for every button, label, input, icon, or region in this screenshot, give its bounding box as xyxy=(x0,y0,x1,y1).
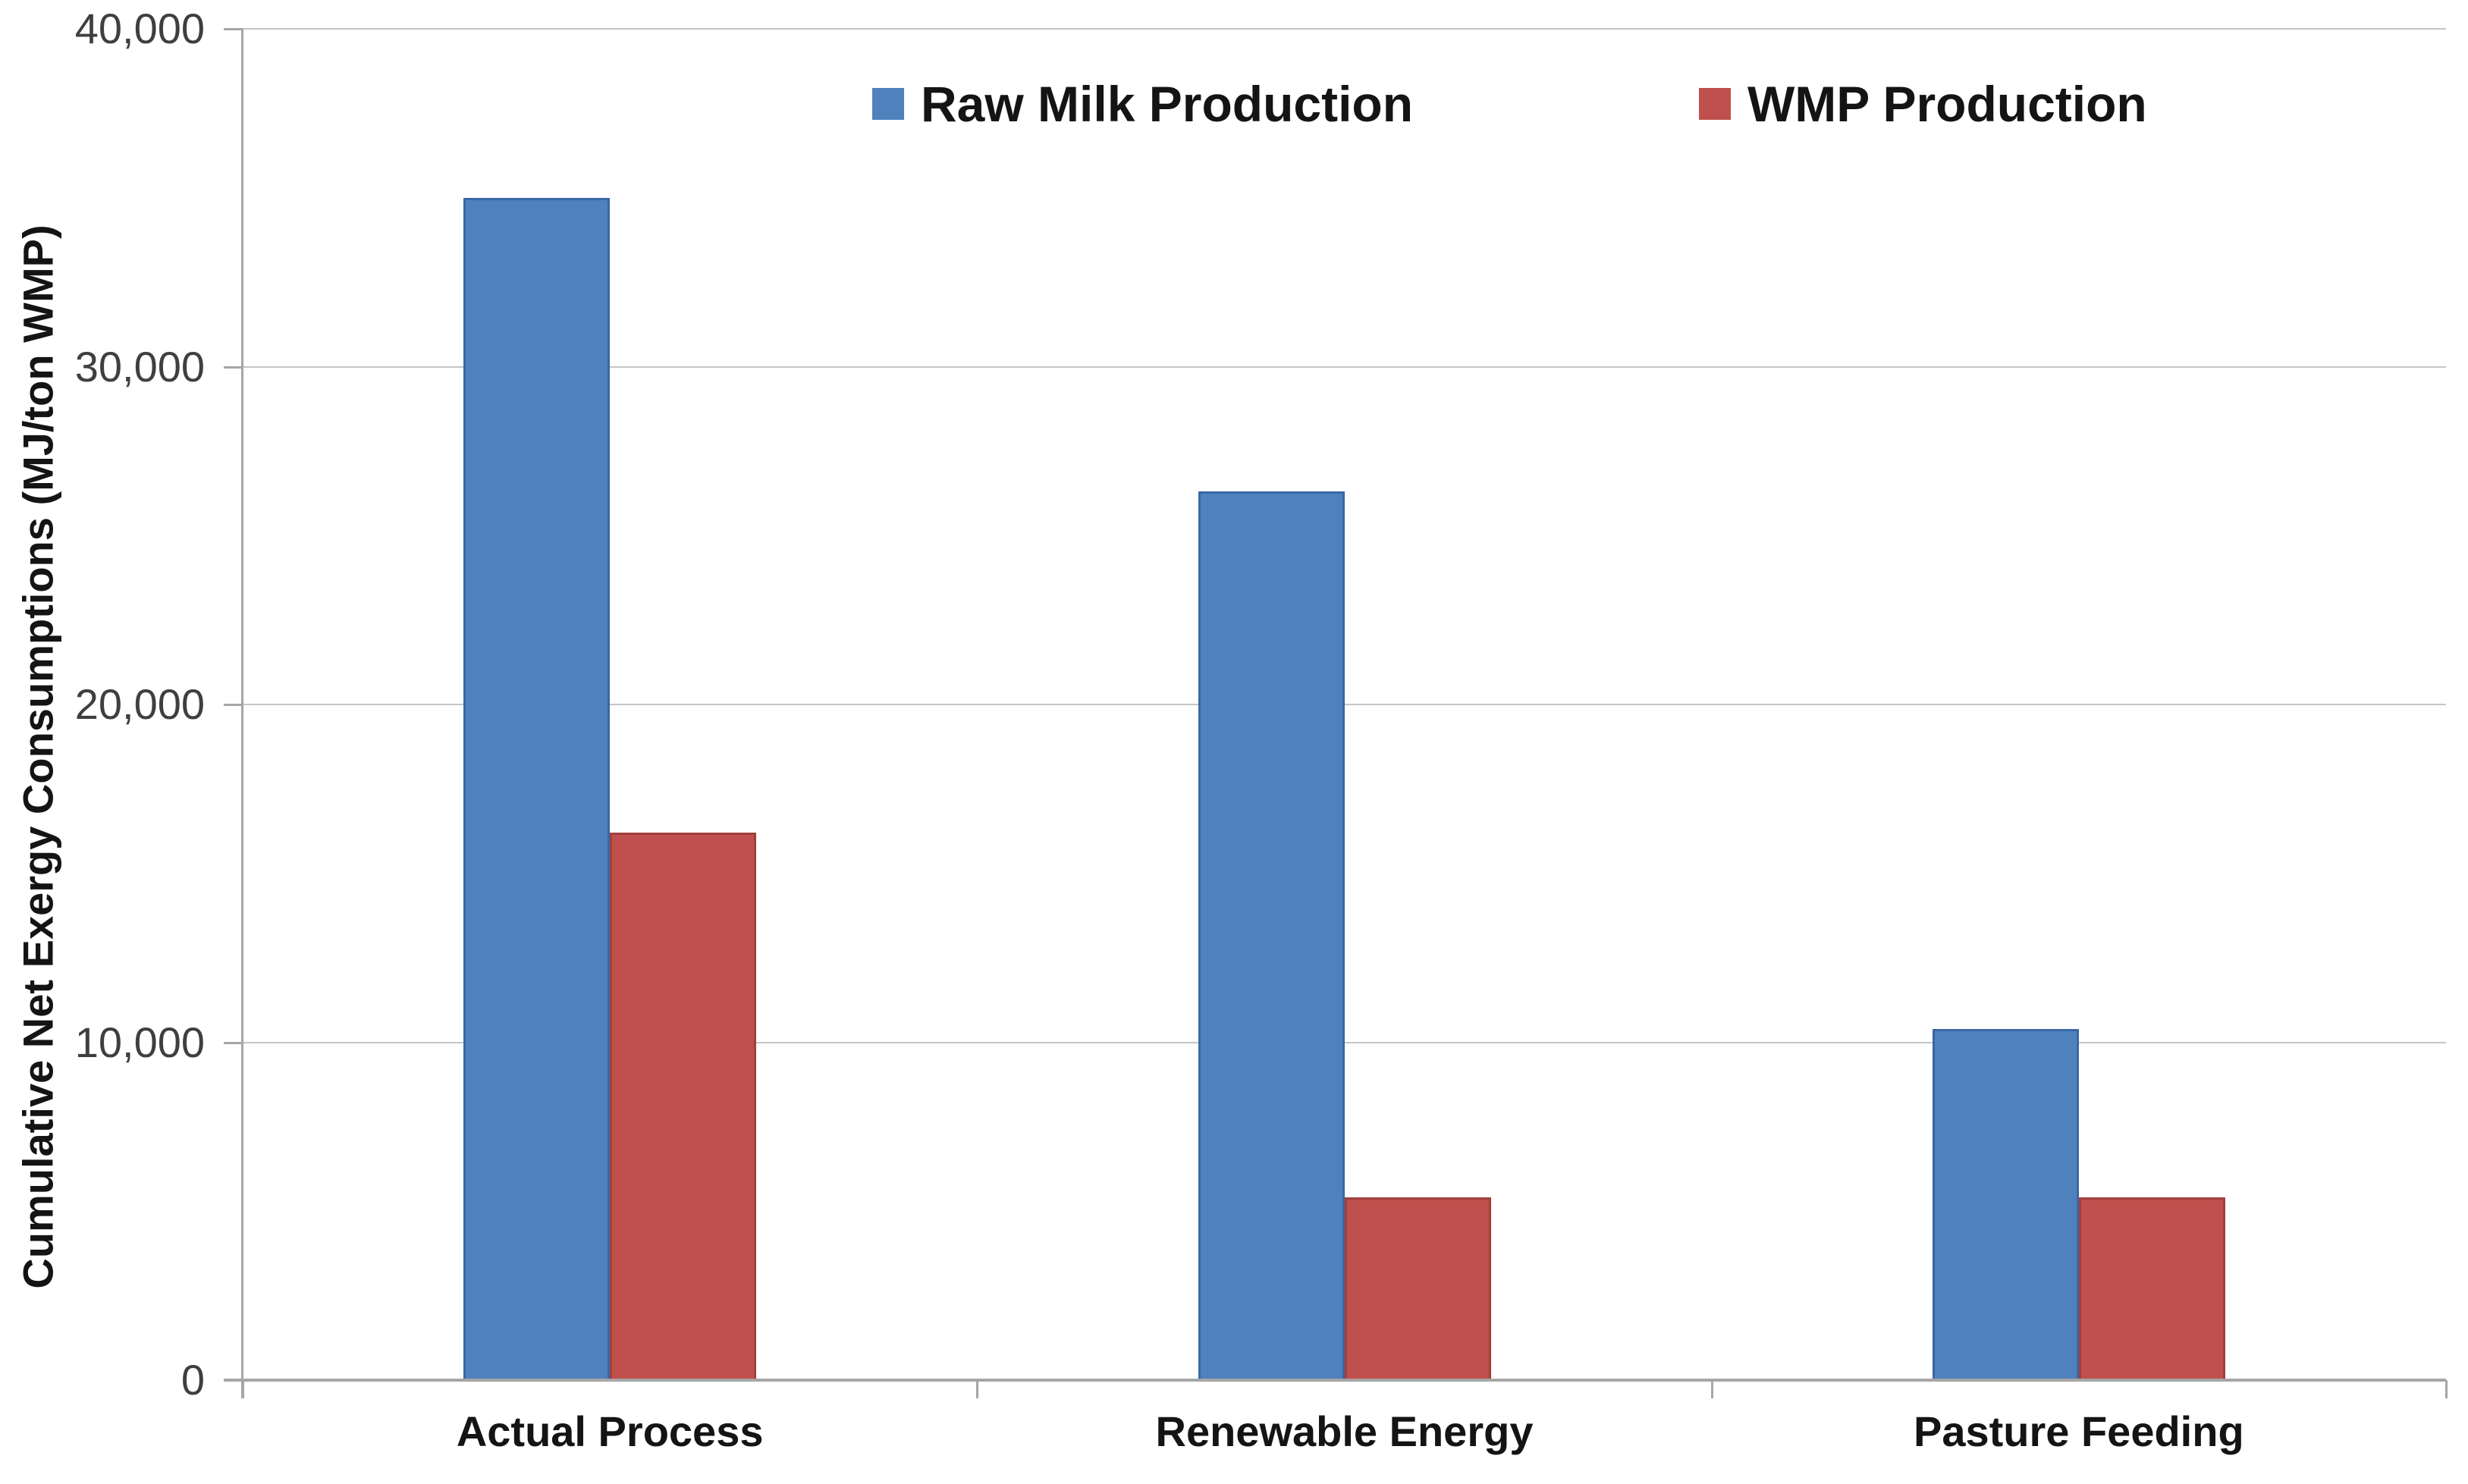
y-tick-label: 40,000 xyxy=(74,5,205,52)
y-tick-30000 xyxy=(224,366,243,369)
x-tick xyxy=(976,1380,979,1398)
legend-label: WMP Production xyxy=(1747,76,2147,132)
x-category-label: Actual Process xyxy=(456,1407,764,1455)
gridline-40000 xyxy=(243,28,2446,30)
x-category-label: Renewable Energy xyxy=(1155,1407,1534,1455)
y-tick-20000 xyxy=(224,704,243,706)
gridline-20000 xyxy=(243,704,2446,705)
bar-wmp-production-pasture-feeding xyxy=(2078,1197,2225,1380)
y-tick-10000 xyxy=(224,1041,243,1044)
gridline-10000 xyxy=(243,1041,2446,1043)
y-tick-label: 30,000 xyxy=(74,342,205,391)
x-tick xyxy=(1710,1380,1713,1398)
bar-wmp-production-renewable-energy xyxy=(1344,1197,1491,1380)
x-tick xyxy=(2445,1380,2448,1398)
gridline-30000 xyxy=(243,366,2446,368)
y-tick-label: 20,000 xyxy=(74,680,205,728)
legend-swatch-red xyxy=(1699,88,1731,120)
y-axis-line xyxy=(241,29,243,1398)
bar-raw-milk-production-actual-process xyxy=(463,197,611,1380)
y-tick-label: 0 xyxy=(181,1356,205,1404)
x-tick xyxy=(242,1380,244,1398)
legend-entry-raw-milk-production: Raw Milk Production xyxy=(872,77,1413,130)
x-axis-line xyxy=(224,1379,2446,1382)
x-category-label: Pasture Feeding xyxy=(1913,1407,2244,1455)
bar-raw-milk-production-pasture-feeding xyxy=(1932,1028,2079,1380)
legend-label: Raw Milk Production xyxy=(921,76,1414,132)
bar-wmp-production-actual-process xyxy=(610,833,757,1380)
y-tick-40000 xyxy=(224,28,243,30)
y-tick-label: 10,000 xyxy=(74,1018,205,1066)
legend-swatch-blue xyxy=(872,88,904,120)
bar-raw-milk-production-renewable-energy xyxy=(1198,491,1345,1380)
legend-entry-wmp-production: WMP Production xyxy=(1699,77,2147,130)
